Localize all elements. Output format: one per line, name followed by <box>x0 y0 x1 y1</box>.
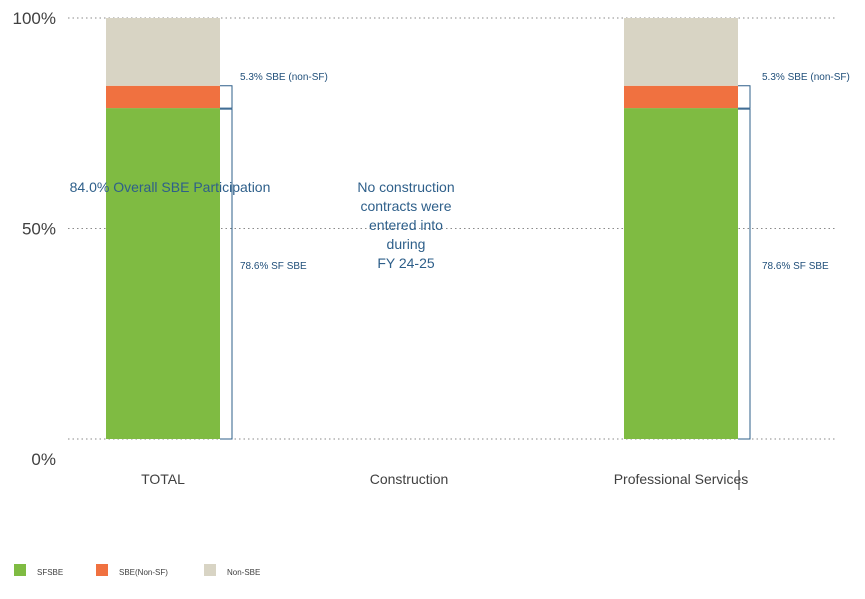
bar-segment-sbe-non-sf- <box>106 85 220 109</box>
bar-segment-non-sbe <box>106 18 220 86</box>
legend-swatch <box>96 564 108 576</box>
total-sf-annotation: 78.6% SF SBE <box>240 261 307 272</box>
construction-note-line: during <box>387 236 426 252</box>
construction-note-line: No construction <box>357 179 454 195</box>
construction-note-line: FY 24-25 <box>377 255 435 271</box>
bar-segment-sbe-non-sf- <box>624 85 738 109</box>
legend-label: SFSBE <box>37 568 63 577</box>
bar-segment-non-sbe <box>624 18 738 86</box>
legend-swatch <box>204 564 216 576</box>
x-category-label: Professional Services <box>614 471 749 487</box>
construction-note-line: entered into <box>369 217 443 233</box>
bracket-nonsf <box>220 85 233 109</box>
y-tick-label: 50% <box>22 220 56 239</box>
bars <box>106 18 738 440</box>
construction-note: No construction contracts were entered i… <box>357 179 454 271</box>
brackets <box>220 85 751 490</box>
category-labels: TOTAL Construction Professional Services <box>141 471 748 487</box>
legend-label: Non-SBE <box>227 568 260 577</box>
y-axis-ticks: 100% 50% 0% <box>13 9 56 469</box>
construction-note-line: contracts were <box>360 198 451 214</box>
x-category-label: TOTAL <box>141 471 185 487</box>
bracket-sf <box>738 108 751 440</box>
total-nonsf-annotation: 5.3% SBE (non-SF) <box>240 72 328 83</box>
bar-segment-sfsbe <box>624 108 738 440</box>
bar-segment-sfsbe <box>106 108 220 440</box>
legend-swatch <box>14 564 26 576</box>
legend-label: SBE(Non-SF) <box>119 568 168 577</box>
x-category-label: Construction <box>370 471 449 487</box>
legend: SFSBE SBE(Non-SF) Non-SBE <box>14 564 260 577</box>
bracket-sf <box>220 108 233 440</box>
ps-nonsf-annotation: 5.3% SBE (non-SF) <box>762 72 850 83</box>
ps-sf-annotation: 78.6% SF SBE <box>762 261 829 272</box>
y-tick-label: 100% <box>13 9 56 28</box>
y-tick-label: 0% <box>31 450 56 469</box>
overall-sbe-annotation: 84.0% Overall SBE Participation <box>70 179 271 195</box>
bracket-nonsf <box>738 85 751 109</box>
